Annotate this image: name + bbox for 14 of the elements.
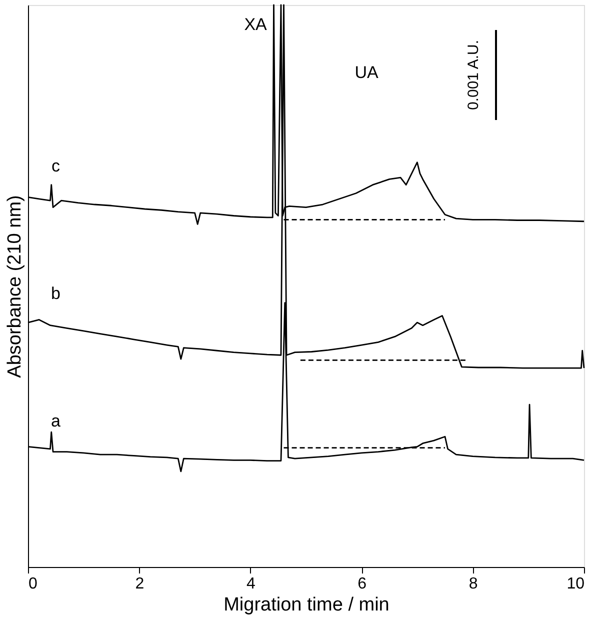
x-axis-title: Migration time / min	[224, 594, 390, 616]
y-axis-title: Absorbance (210 nm)	[4, 195, 26, 378]
annotation: XA	[244, 14, 268, 34]
x-tick-label: 2	[135, 576, 144, 592]
x-tick-label: 6	[358, 576, 367, 592]
annotation: c	[52, 156, 60, 176]
x-tick-label: 10	[566, 576, 585, 592]
annotation: UA	[354, 63, 380, 82]
x-tick-label: 0	[28, 576, 38, 592]
x-tick-label: 4	[246, 576, 256, 592]
annotation: a	[51, 412, 62, 431]
x-tick-label: 8	[468, 576, 478, 592]
annotation: 0.001 A.U.	[465, 40, 482, 110]
annotation: b	[51, 284, 60, 304]
